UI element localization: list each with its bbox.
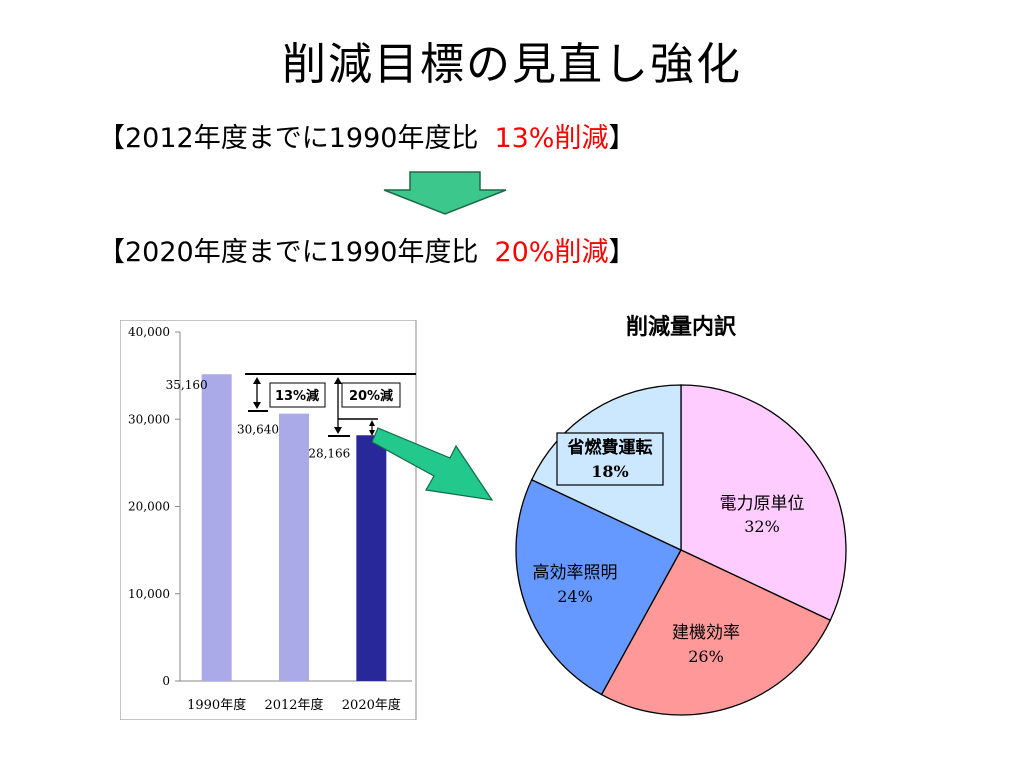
target-2020-highlight: 20%削減 — [494, 237, 609, 268]
pie-label-box — [556, 432, 664, 486]
bar-chart: 0 10,000 20,000 30,000 40,000 1990年度 2012年度 202… — [120, 320, 417, 720]
pie-slice-value: 32% — [744, 517, 780, 536]
arrowhead-up-icon — [253, 377, 261, 384]
annotation-box-20 — [341, 382, 401, 408]
arrowhead-up-icon — [334, 377, 342, 384]
bar — [356, 435, 387, 681]
pie-slice-label: 高効率照明 — [533, 563, 618, 583]
down-arrow-icon — [383, 171, 507, 215]
target-2012-highlight: 13%削減 — [494, 123, 609, 154]
bar — [201, 374, 232, 681]
x-tick-label: 2020年度 — [342, 697, 401, 713]
target-2012-suffix: 】 — [608, 123, 636, 154]
pie-slice — [680, 384, 847, 622]
bar-value-label: 30,640 — [237, 423, 279, 437]
pie-title: 削減量内訳 — [626, 314, 737, 340]
y-tick-label: 10,000 — [128, 587, 170, 601]
bar-chart-marks: 35,160 30,640 28,166 — [166, 374, 387, 681]
y-tick-label: 20,000 — [128, 500, 170, 514]
pie-labels: 電力原単位 32% 建機効率 26% 高効率照明 24% 省燃費運転 18% — [533, 432, 805, 666]
target-2020: 【2020年度までに1990年度比 20%削減】 — [98, 230, 635, 269]
y-tick-label: 0 — [162, 674, 170, 688]
arrowhead-down-icon — [253, 402, 261, 409]
pie-slice-label: 省燃費運転 — [567, 437, 653, 458]
pie-slice-label: 建機効率 — [672, 623, 740, 643]
target-2012-prefix: 【2012年度までに1990年度比 — [98, 123, 479, 154]
y-tick-label: 40,000 — [128, 325, 170, 339]
target-2020-suffix: 】 — [608, 237, 636, 268]
bar-chart-annotations: 13%減 20%減 — [245, 373, 416, 437]
x-tick-label: 2012年度 — [264, 697, 323, 713]
y-tick-label: 30,000 — [128, 412, 170, 426]
arrowhead-down-icon — [334, 427, 342, 434]
bar-value-label: 28,166 — [308, 446, 350, 460]
annotation-20: 20%減 — [349, 388, 393, 404]
bar-value-label: 35,160 — [166, 378, 208, 392]
annotation-13: 13%減 — [275, 388, 319, 404]
arrowhead-up-icon — [369, 420, 375, 426]
pie-slice-value: 26% — [688, 647, 724, 666]
target-2020-prefix: 【2020年度までに1990年度比 — [98, 237, 479, 268]
arrowhead-down-icon — [369, 430, 375, 436]
annotation-box-13 — [269, 382, 326, 408]
pie-chart: 削減量内訳 電力原単位 32% 建機効率 26% 高効率照明 24% 省燃費運転 18% — [515, 314, 847, 716]
pie-slice-value: 24% — [557, 587, 593, 606]
pie-slice-value: 18% — [591, 462, 628, 481]
bar — [279, 413, 309, 681]
pie-slice-label: 電力原単位 — [720, 494, 805, 514]
slide-title: 削減目標の見直し強化 — [282, 39, 742, 90]
pie-slice — [515, 478, 682, 696]
target-2012: 【2012年度までに1990年度比 13%削減】 — [98, 116, 635, 155]
x-tick-label: 1990年度 — [187, 697, 246, 713]
pointer-arrow-icon — [371, 427, 494, 501]
